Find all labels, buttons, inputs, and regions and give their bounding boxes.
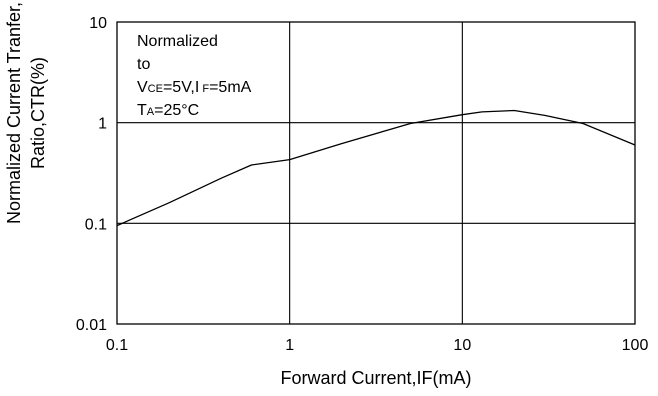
- y-axis-label: Normalized Current Tranfer, Ratio,CTR(%): [2, 0, 50, 303]
- temp-t: T: [137, 102, 147, 119]
- plot-frame: [116, 21, 636, 325]
- y-axis-label-line2: Ratio,CTR(%): [28, 57, 48, 170]
- y-tick-label: 10: [89, 15, 107, 32]
- temp-end: =25°C: [154, 102, 200, 119]
- x-axis-label: Forward Current,IF(mA): [280, 368, 472, 388]
- cond-end: =5mA: [209, 79, 252, 96]
- x-tick-label: 10: [453, 337, 471, 354]
- y-tick-label: 0.1: [85, 216, 107, 233]
- temp-sub: A: [146, 106, 155, 118]
- cond-v: V: [137, 79, 148, 96]
- cond-mid: =5V,I: [162, 79, 200, 96]
- annotation-line1: Normalized: [137, 33, 218, 50]
- series-layer: [116, 109, 636, 227]
- annotation-temperature: TA=25°C: [137, 101, 199, 122]
- annotation-condition: VCE=5V,I F=5mA: [137, 78, 251, 99]
- x-tick-label: 100: [622, 337, 649, 354]
- x-tick-labels: 0.1 1 10 100: [106, 337, 649, 354]
- y-tick-label: 0.01: [76, 317, 107, 334]
- y-tick-label: 1: [98, 116, 107, 133]
- cond-v-sub: CE: [147, 83, 163, 95]
- y-tick-labels: 10 1 0.1 0.01: [76, 15, 107, 334]
- x-tick-label: 0.1: [106, 337, 128, 354]
- y-axis-label-line1: Normalized Current Tranfer,: [4, 1, 24, 225]
- ctr-curve: [116, 109, 636, 227]
- x-tick-label: 1: [285, 337, 294, 354]
- annotation-line2: to: [137, 56, 151, 73]
- cond-i-sub: F: [199, 83, 210, 95]
- grid-lines: [117, 22, 635, 324]
- x-axis-label-wrap: Forward Current,IF(mA): [0, 368, 658, 389]
